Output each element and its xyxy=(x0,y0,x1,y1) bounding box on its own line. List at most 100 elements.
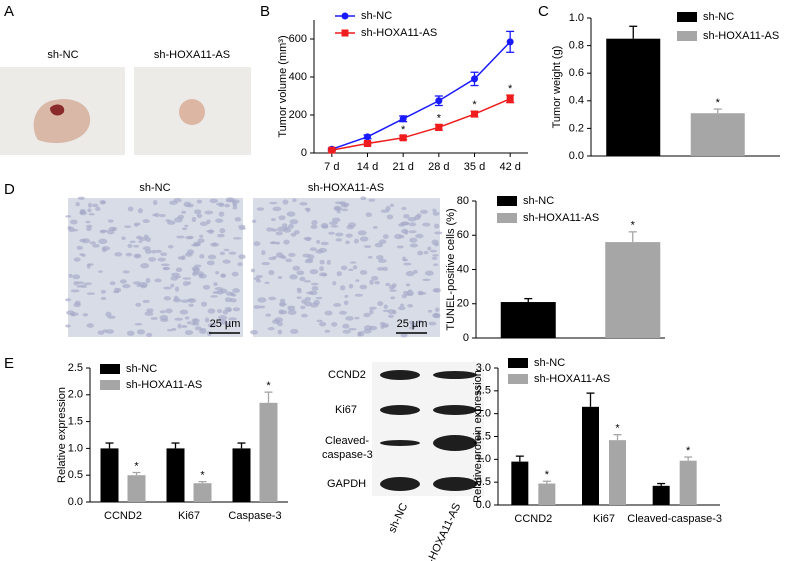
cell xyxy=(288,223,294,229)
cell xyxy=(114,252,123,257)
cell xyxy=(321,273,328,277)
y-tick-label: 1.0 xyxy=(569,12,584,24)
cell xyxy=(224,297,233,303)
cell xyxy=(142,299,150,304)
cell xyxy=(271,228,278,232)
cell xyxy=(199,329,207,334)
cell xyxy=(169,200,178,205)
cell xyxy=(430,249,437,253)
blot-band xyxy=(380,477,420,491)
cell xyxy=(311,220,318,226)
cell xyxy=(253,241,261,247)
cell xyxy=(140,263,150,269)
cell xyxy=(299,276,306,282)
cell xyxy=(218,203,225,208)
cell xyxy=(167,328,173,332)
cell xyxy=(272,319,280,324)
x-tick-label: Ki67 xyxy=(593,513,615,525)
cell xyxy=(86,226,92,231)
cell xyxy=(163,296,171,301)
cell xyxy=(272,255,277,259)
cell xyxy=(290,328,299,334)
cell xyxy=(107,219,114,223)
cell xyxy=(218,211,225,217)
cell xyxy=(424,270,434,276)
cell xyxy=(176,235,185,239)
line xyxy=(331,41,511,150)
cell xyxy=(278,303,287,306)
cell xyxy=(428,321,437,326)
significance: * xyxy=(437,112,442,124)
cell xyxy=(287,310,297,316)
cell xyxy=(365,212,373,218)
tumor xyxy=(179,99,205,125)
cell xyxy=(287,305,296,309)
cell xyxy=(311,285,319,291)
cell xyxy=(179,309,189,315)
photo-label: sh-HOXA11-AS xyxy=(154,49,230,61)
cell xyxy=(374,242,384,248)
cell xyxy=(407,216,417,222)
cell xyxy=(355,279,360,283)
cell xyxy=(336,210,341,214)
cell xyxy=(184,316,190,320)
cell xyxy=(402,290,410,295)
cell xyxy=(320,241,329,246)
cell xyxy=(292,198,297,202)
cell xyxy=(215,218,224,223)
cell xyxy=(360,196,367,201)
cell xyxy=(264,281,270,285)
cell xyxy=(204,210,214,215)
legend-marker xyxy=(341,12,349,20)
y-tick-label: 0.5 xyxy=(68,469,83,481)
cell xyxy=(86,323,94,328)
cell xyxy=(193,209,202,215)
cell xyxy=(427,309,433,313)
cell xyxy=(392,309,397,315)
cell xyxy=(339,310,347,315)
cell xyxy=(87,208,92,213)
x-tick-label: 42 d xyxy=(499,161,520,173)
y-tick-label: 0.2 xyxy=(569,122,584,134)
cell xyxy=(435,313,440,319)
cell xyxy=(250,330,259,335)
cell xyxy=(102,329,108,333)
y-tick-label: 0 xyxy=(463,332,469,344)
cell xyxy=(210,242,220,247)
cell xyxy=(70,289,80,293)
cell xyxy=(272,206,282,212)
cell xyxy=(206,260,215,266)
cell xyxy=(432,254,439,257)
panel-letter: C xyxy=(538,3,549,20)
cell xyxy=(318,321,327,327)
significance: * xyxy=(134,460,139,472)
marker xyxy=(506,95,514,103)
bar xyxy=(511,461,529,505)
cell xyxy=(416,319,423,324)
cell xyxy=(343,300,349,306)
y-tick-label: 2.0 xyxy=(68,389,83,401)
cell xyxy=(303,280,312,283)
cell xyxy=(194,326,202,331)
image-label: sh-NC xyxy=(139,182,170,194)
cell xyxy=(285,258,293,263)
cell xyxy=(138,240,143,243)
cell xyxy=(280,310,288,315)
cell xyxy=(65,215,72,218)
cell xyxy=(106,229,115,235)
bar xyxy=(100,448,119,502)
cell xyxy=(400,221,410,226)
panel-letter: D xyxy=(4,181,15,198)
cell xyxy=(348,222,357,228)
cell xyxy=(277,226,285,232)
y-tick-label: 0.8 xyxy=(569,40,584,52)
cell xyxy=(199,221,208,227)
cell xyxy=(207,254,217,260)
cell xyxy=(275,231,283,236)
photo-label: sh-NC xyxy=(47,49,78,61)
cell xyxy=(175,267,183,272)
legend-label: sh-NC xyxy=(534,357,565,369)
cell xyxy=(89,241,96,245)
cell xyxy=(302,253,311,258)
cell xyxy=(212,290,220,295)
